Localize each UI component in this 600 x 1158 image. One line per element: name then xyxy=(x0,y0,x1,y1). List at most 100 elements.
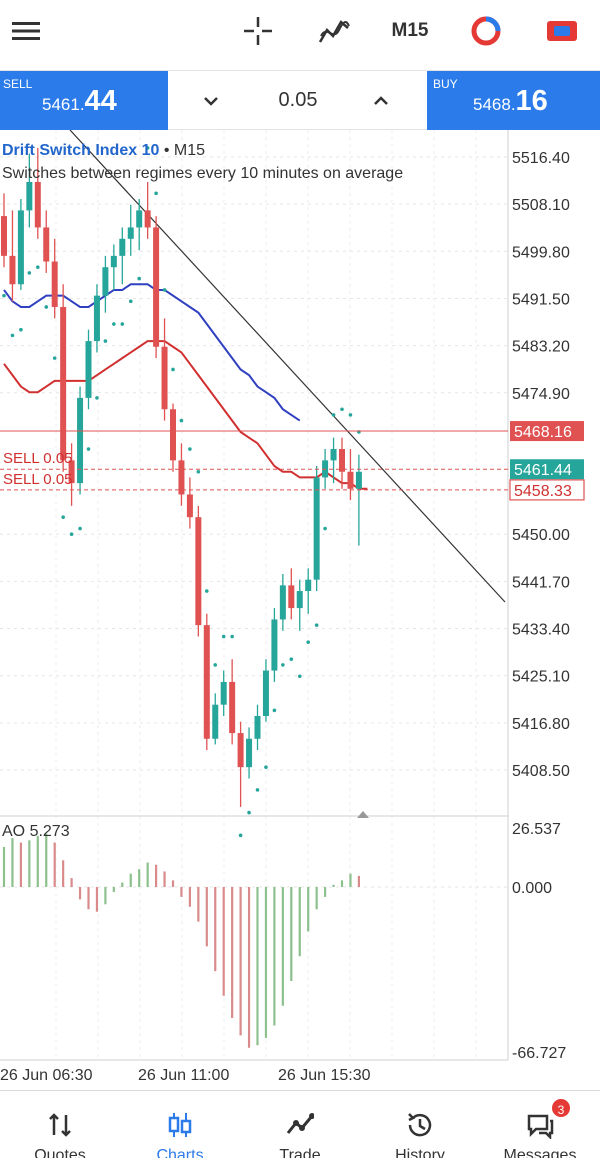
candle-body xyxy=(170,409,176,461)
ask-price-label: 5468.16 xyxy=(514,424,572,441)
candle-body xyxy=(330,449,337,461)
candle-body xyxy=(43,227,50,262)
candle-body xyxy=(313,477,320,580)
quotes-icon xyxy=(49,1113,71,1137)
sar-dot xyxy=(61,515,65,519)
candle-body xyxy=(77,397,84,484)
nav-trade[interactable]: Trade xyxy=(240,1091,360,1158)
order-price-label: 5458.33 xyxy=(514,483,572,500)
sar-dot xyxy=(44,305,49,309)
candle-body xyxy=(9,255,16,285)
candle-body xyxy=(60,306,67,461)
candle-body xyxy=(1,216,7,256)
price-axis-label: 5516.40 xyxy=(512,150,570,167)
nav-label: History xyxy=(395,1147,445,1158)
lot-increase-button[interactable] xyxy=(361,81,401,121)
bid-price-label: 5461.44 xyxy=(514,462,572,479)
buy-button[interactable]: BUY 5468.16 xyxy=(427,71,600,130)
candle-body xyxy=(347,471,354,489)
time-axis-label: 26 Jun 15:30 xyxy=(278,1067,371,1084)
history-icon xyxy=(408,1113,432,1137)
sar-dot xyxy=(19,327,23,332)
chevron-up-icon xyxy=(374,96,388,105)
ao-axis-label: 26.537 xyxy=(512,821,561,838)
sar-dot xyxy=(69,532,74,537)
objects-icon[interactable] xyxy=(464,8,508,54)
candle-body xyxy=(212,704,219,739)
candle-body xyxy=(110,255,117,268)
ao-axis-label: -66.727 xyxy=(512,1045,566,1062)
candle-body xyxy=(186,494,193,518)
candle-body xyxy=(271,619,278,671)
time-axis-label: 26 Jun 06:30 xyxy=(0,1067,93,1084)
trendline xyxy=(69,130,506,603)
candle-body xyxy=(17,210,24,285)
sar-dot xyxy=(340,407,344,412)
crosshair-icon[interactable] xyxy=(238,8,278,54)
sar-dot xyxy=(154,191,158,196)
trade-icon[interactable] xyxy=(540,8,584,54)
sar-dot xyxy=(255,788,260,792)
sar-dot xyxy=(188,447,192,451)
price-axis-label: 5425.10 xyxy=(512,669,570,686)
sar-dot xyxy=(10,333,15,338)
candle-body xyxy=(288,585,295,609)
lot-size-input[interactable]: 0.05 xyxy=(278,89,318,111)
price-axis-label: 5483.20 xyxy=(512,339,570,356)
sar-dot xyxy=(179,418,184,423)
candle-body xyxy=(355,471,362,489)
sar-dot xyxy=(331,413,336,417)
trade-icon xyxy=(286,1113,314,1134)
candle-body xyxy=(339,449,345,472)
nav-charts[interactable]: Charts xyxy=(120,1091,240,1158)
bottom-navigation: Quotes Charts Trade History 3 Messages xyxy=(0,1090,600,1158)
nav-label: Quotes xyxy=(34,1147,86,1158)
candle-body xyxy=(68,460,75,484)
sar-dot xyxy=(120,322,125,326)
sar-dot xyxy=(323,526,327,531)
timeframe-button[interactable]: M15 xyxy=(391,20,429,41)
candle-body xyxy=(229,681,236,734)
candle-body xyxy=(93,295,100,342)
time-axis-label: 26 Jun 11:00 xyxy=(138,1067,229,1084)
sar-dot xyxy=(272,708,277,713)
candle-body xyxy=(262,670,269,717)
messages-icon xyxy=(527,1114,554,1139)
candle-body xyxy=(203,625,210,739)
symbol-title: Drift Switch Index 10 • M15 xyxy=(2,142,205,159)
sell-price: 5461.44 xyxy=(42,85,117,117)
indicators-icon[interactable] xyxy=(312,8,356,54)
candle-body xyxy=(26,181,33,211)
ma-fast-line xyxy=(3,283,301,422)
sar-dot xyxy=(213,663,218,667)
candle-body xyxy=(220,681,227,705)
order-price-tag xyxy=(509,479,585,501)
candle-body xyxy=(161,346,168,410)
nav-history[interactable]: History xyxy=(360,1091,480,1158)
nav-label: Trade xyxy=(279,1147,321,1158)
sar-dot xyxy=(247,810,251,815)
sar-dot xyxy=(27,271,32,275)
candle-body xyxy=(136,210,143,228)
price-axis-label: 5508.10 xyxy=(512,197,570,214)
nav-label: Messages xyxy=(503,1147,577,1158)
sar-dot xyxy=(2,293,6,298)
nav-messages[interactable]: 3 Messages xyxy=(480,1091,600,1158)
sell-button[interactable]: SELL 5461.44 xyxy=(0,71,168,130)
sar-dot xyxy=(103,339,108,343)
price-chart[interactable]: SELL 0.05 SELL 0.05 5516.40 5508.10 5499.80 5… xyxy=(0,130,600,1090)
candle-body xyxy=(119,238,126,256)
symbol-timeframe: M15 xyxy=(173,142,205,159)
lot-decrease-button[interactable] xyxy=(191,81,231,121)
hamburger-menu-icon[interactable] xyxy=(6,8,46,54)
symbol-description: Switches between regimes every 10 minute… xyxy=(2,165,404,182)
candle-body xyxy=(305,579,312,592)
nav-quotes[interactable]: Quotes xyxy=(0,1091,120,1158)
ask-price-tag xyxy=(510,421,584,442)
chart-canvas[interactable]: SELL 0.05 SELL 0.05 5516.40 5508.10 5499.80 5… xyxy=(0,130,600,1090)
price-axis-label: 5408.50 xyxy=(512,763,570,780)
buy-label: BUY xyxy=(433,77,458,91)
sar-dot xyxy=(86,447,91,451)
sar-dot xyxy=(171,367,175,372)
candle-body xyxy=(178,460,185,495)
